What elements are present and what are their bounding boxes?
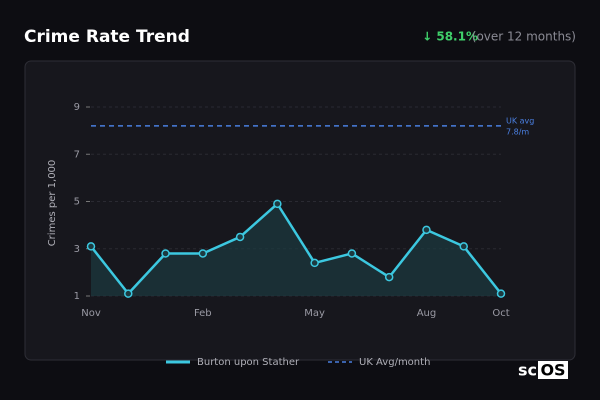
line [90,202,502,295]
plot: 1 3 5 7 9 Nov Feb May Aug Oct UK avg 7.8/m Burton up… [74,102,535,368]
reference-annotation: UK avg [506,117,534,126]
point [384,272,394,282]
point [347,249,357,258]
legend-label: Burton upon Stather [197,357,300,368]
period: (over 12 months) [472,30,576,44]
legend-label: UK Avg/month [359,357,430,368]
logo-text: OS [540,361,565,380]
y-tick-label: 3 [74,244,80,255]
y-tick-label: 1 [74,291,80,302]
point [422,225,431,235]
x-tick-label: May [304,308,325,319]
logo-text: sc [518,361,537,380]
logo-box [538,361,568,379]
point [86,242,96,251]
point [496,289,506,298]
reference-annotation: 7.8/m [506,128,529,137]
point [124,289,133,298]
change: ↓ 58.1% [422,30,478,44]
x-tick-label: Aug [417,308,437,319]
point [310,258,319,268]
point [235,232,245,242]
y-tick-label: 5 [74,197,80,208]
y-tick-label: 9 [74,102,80,113]
area [91,203,501,296]
point [273,199,282,209]
x-tick-label: Oct [492,308,509,319]
point [198,249,208,258]
x-tick-label: Nov [81,308,101,319]
y-axis-label: Crimes per 1,000 [47,160,58,247]
y-tick-label: 7 [74,149,80,160]
title: Crime Rate Trend [24,27,190,47]
point [161,249,170,258]
x-tick-label: Feb [194,308,212,319]
point [459,242,468,251]
